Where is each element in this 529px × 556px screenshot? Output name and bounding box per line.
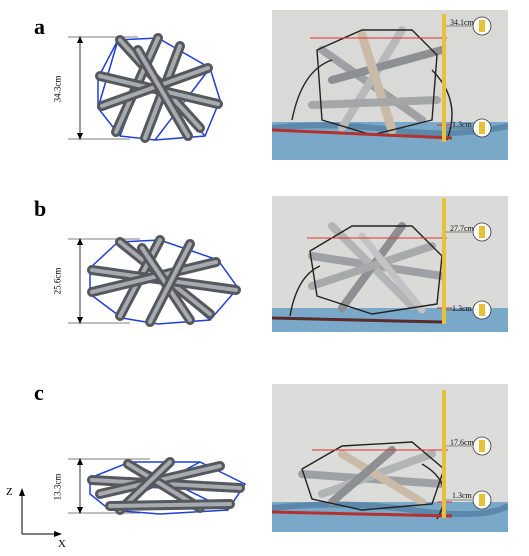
ruler-bottom-label-b: 1.3cm — [452, 304, 472, 313]
photo-panel-b — [272, 196, 508, 332]
photo-panel-c — [272, 384, 508, 532]
ruler-bottom-label-c: 1.3cm — [452, 491, 472, 500]
photo-panel-a — [272, 10, 508, 160]
axis-label-z: Z — [6, 486, 13, 498]
ruler-top-label-a: 34.1cm — [450, 18, 474, 27]
panel-letter-b: b — [34, 196, 47, 221]
tensegrity-model-a — [68, 33, 223, 143]
rod-group — [87, 235, 241, 327]
model-height-label-b: 25.6cm — [52, 267, 63, 295]
rod-group — [95, 33, 223, 143]
model-height-label-a: 34.3cm — [52, 75, 63, 103]
tensegrity-model-b — [68, 235, 241, 327]
tensegrity-model-c — [68, 457, 247, 515]
ruler-bottom-label-a: 1.3cm — [452, 120, 472, 129]
axes-indicator — [19, 488, 62, 537]
axis-label-x: X — [58, 538, 66, 550]
ruler-top-label-c: 17.6cm — [450, 438, 474, 447]
panel-letter-c: c — [34, 380, 44, 405]
ruler-top-label-b: 27.7cm — [450, 224, 474, 233]
rod-group — [87, 457, 245, 515]
panel-letter-a: a — [34, 14, 45, 39]
